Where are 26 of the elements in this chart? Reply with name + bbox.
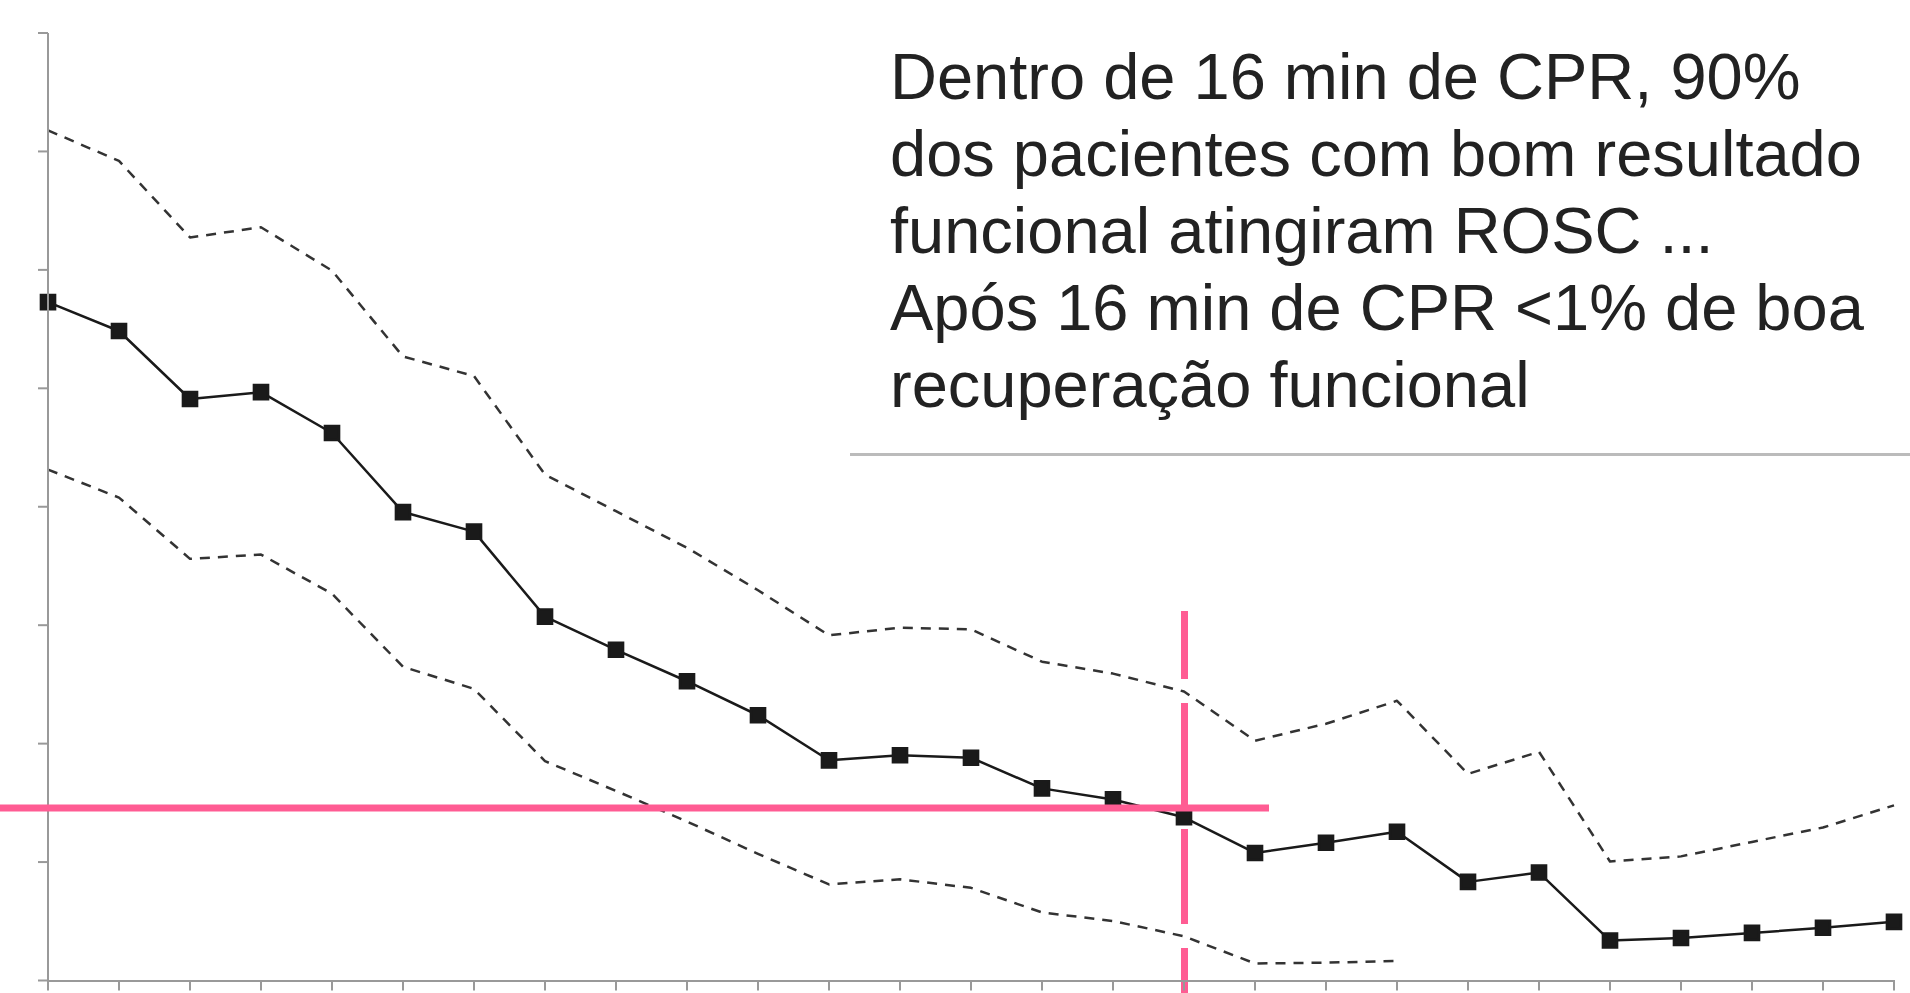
annotation: Após 16 min de CPR <1% de boa recuperação funcional [890, 270, 1865, 423]
point [1672, 929, 1690, 947]
point [110, 322, 128, 340]
point [465, 523, 483, 540]
point [1459, 873, 1477, 891]
point [252, 383, 270, 401]
point [181, 390, 199, 408]
point [1388, 823, 1406, 841]
point [1246, 844, 1264, 862]
point [820, 751, 838, 769]
point [536, 608, 554, 625]
point [1530, 864, 1548, 881]
point [962, 749, 980, 767]
point [1033, 780, 1051, 797]
point [749, 706, 767, 724]
point [323, 424, 341, 442]
point [1601, 932, 1619, 949]
point [1885, 913, 1903, 931]
annotation: Dentro de 16 min de CPR, 90% dos pacientes com bom resultado funcional atingiram ROSC ... [890, 39, 1863, 269]
point [1814, 919, 1832, 937]
point [891, 746, 909, 764]
point [678, 672, 696, 690]
point [607, 641, 625, 659]
point [1743, 924, 1761, 942]
point [1317, 834, 1335, 852]
point [394, 503, 412, 521]
